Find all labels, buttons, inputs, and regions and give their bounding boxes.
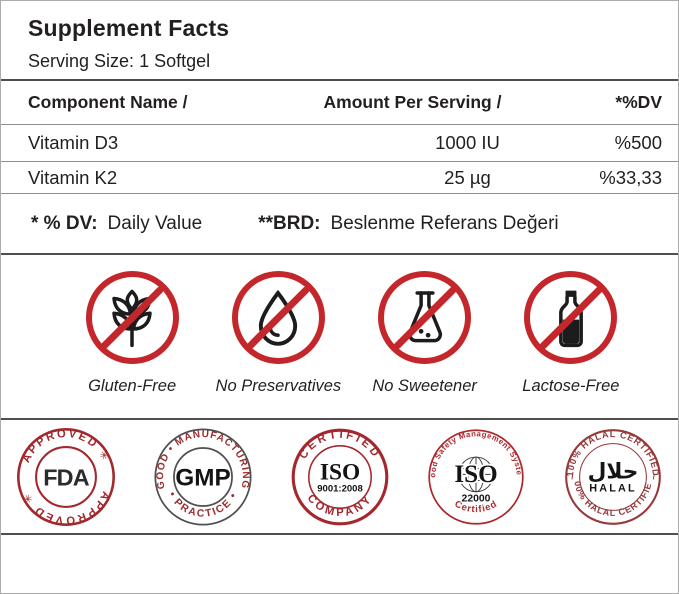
fda-approved-stamp: APPROVED ✳ APPROVED ✳ FDA — [17, 427, 115, 526]
free-from-item: No Sweetener — [352, 271, 498, 418]
globe-icon — [458, 456, 495, 492]
halal-latin-text: HALAL — [589, 482, 637, 494]
table-header: Component Name / Amount Per Serving / *%… — [1, 81, 678, 125]
iso22000-sub-text: 22000 — [462, 493, 491, 504]
serving-size: Serving Size: 1 Softgel — [28, 51, 662, 72]
brd-footnote-label: **BRD: — [258, 212, 321, 234]
iso-22000-stamp: Food Safety Management System Certified … — [424, 425, 524, 525]
table-row: Vitamin D3 1000 IU %500 — [1, 125, 678, 162]
brd-footnote-text: Beslenme Referans Değeri — [330, 212, 559, 234]
prohibition-circle — [231, 271, 325, 364]
free-from-label: Gluten-Free — [88, 377, 177, 395]
halal-side-mark: ~ — [568, 473, 579, 479]
prohibition-circle — [378, 271, 472, 364]
column-amount-per-serving: Amount Per Serving / — [323, 92, 502, 112]
iso9001-center-text: ISO — [319, 459, 359, 485]
component-dv: %500 — [614, 132, 662, 153]
svg-text:• PRACTICE •: • PRACTICE • — [166, 490, 240, 520]
iso9001-sub-text: 9001:2008 — [317, 483, 363, 494]
serving-size-value: 1 Softgel — [139, 51, 211, 71]
svg-text:Certified: Certified — [453, 498, 500, 515]
certification-row: APPROVED ✳ APPROVED ✳ FDA GOOD • MANUFAC… — [1, 420, 678, 535]
free-from-item: Lactose-Free — [498, 271, 644, 418]
component-name: Vitamin D3 — [28, 132, 119, 153]
table-row: Vitamin K2 25 µg %33,33 — [1, 162, 678, 194]
component-amount: 1000 IU — [435, 132, 500, 153]
serving-size-label: Serving Size: — [28, 51, 135, 71]
halal-side-mark: ~ — [647, 474, 658, 480]
free-from-item: No Preservatives — [205, 271, 351, 418]
gmp-stamp: GOOD • MANUFACTURING • PRACTICE • GMP — [154, 427, 252, 526]
component-dv: %33,33 — [599, 166, 662, 188]
column-dv: *%DV — [615, 92, 662, 112]
iso22000-arc-text-bottom: Certified — [453, 498, 499, 515]
prohibition-circle — [85, 271, 179, 364]
component-amount: 25 µg — [444, 166, 491, 188]
free-from-label: No Preservatives — [215, 377, 342, 395]
free-from-item: Gluten-Free — [59, 271, 205, 418]
footnotes: * % DV: Daily Value **BRD: Beslenme Refe… — [1, 194, 678, 255]
dv-footnote-text: Daily Value — [107, 212, 203, 234]
gmp-arc-text-bottom: • PRACTICE • — [166, 490, 238, 520]
iso22000-center-text: ISO — [455, 461, 498, 488]
gmp-center-text: GMP — [175, 464, 230, 491]
halal-arabic-text: حلال — [588, 459, 639, 484]
empty-footer — [1, 535, 678, 593]
component-name: Vitamin K2 — [28, 166, 118, 188]
free-from-label: No Sweetener — [372, 377, 477, 395]
prohibition-circle — [524, 271, 618, 364]
free-from-label: Lactose-Free — [522, 377, 620, 395]
page-title: Supplement Facts — [28, 15, 230, 41]
label-header: Supplement Facts Serving Size: 1 Softgel — [1, 1, 678, 81]
fda-center-text: FDA — [43, 464, 89, 490]
iso-9001-stamp: CERTIFIED COMPANY ISO 9001:2008 — [291, 428, 388, 525]
column-component-name: Component Name / — [28, 92, 188, 112]
dv-footnote-label: * % DV: — [31, 212, 98, 234]
free-from-row: Gluten-Free No Preservatives — [1, 255, 678, 420]
halal-stamp: 100% HALAL CERTIFIED 100% HALAL CERTIFIE… — [561, 425, 661, 525]
